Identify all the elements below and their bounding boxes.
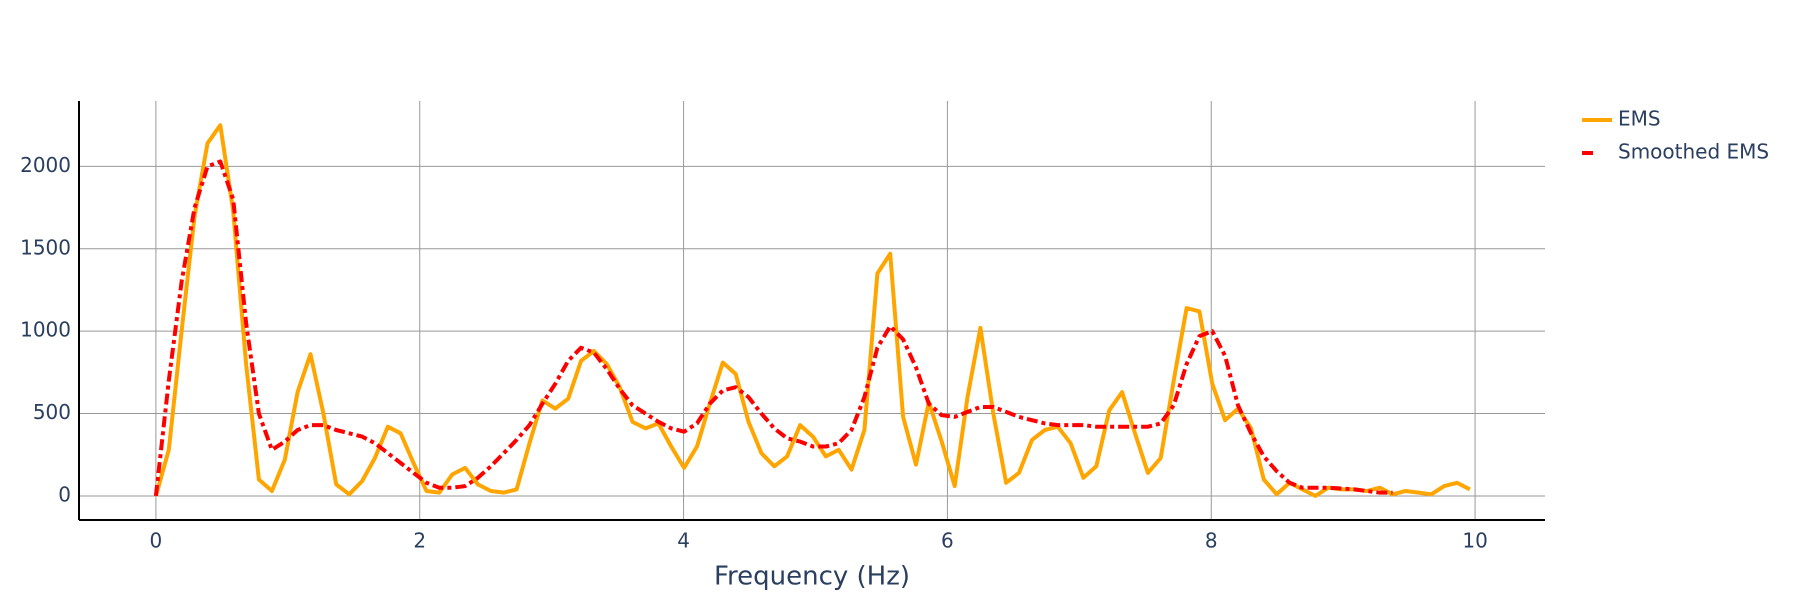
legend-label: EMS bbox=[1618, 107, 1661, 131]
x-tick-label: 0 bbox=[150, 529, 163, 553]
line-series bbox=[153, 123, 1471, 498]
legend-label: Smoothed EMS bbox=[1618, 140, 1769, 164]
x-tick-label: 4 bbox=[677, 529, 690, 553]
x-axis-title: Frequency (Hz) bbox=[714, 562, 910, 592]
x-tick-label: 2 bbox=[413, 529, 426, 553]
y-tick-label: 2000 bbox=[20, 153, 71, 177]
line-series bbox=[153, 159, 1393, 497]
y-tick-label: 1500 bbox=[20, 235, 71, 259]
y-tick-label: 1000 bbox=[20, 318, 71, 342]
x-tick-label: 8 bbox=[1205, 529, 1218, 553]
y-tick-label: 0 bbox=[58, 482, 71, 506]
y-tick-label: 500 bbox=[33, 400, 71, 424]
x-tick-label: 10 bbox=[1462, 529, 1487, 553]
x-tick-label: 6 bbox=[941, 529, 954, 553]
